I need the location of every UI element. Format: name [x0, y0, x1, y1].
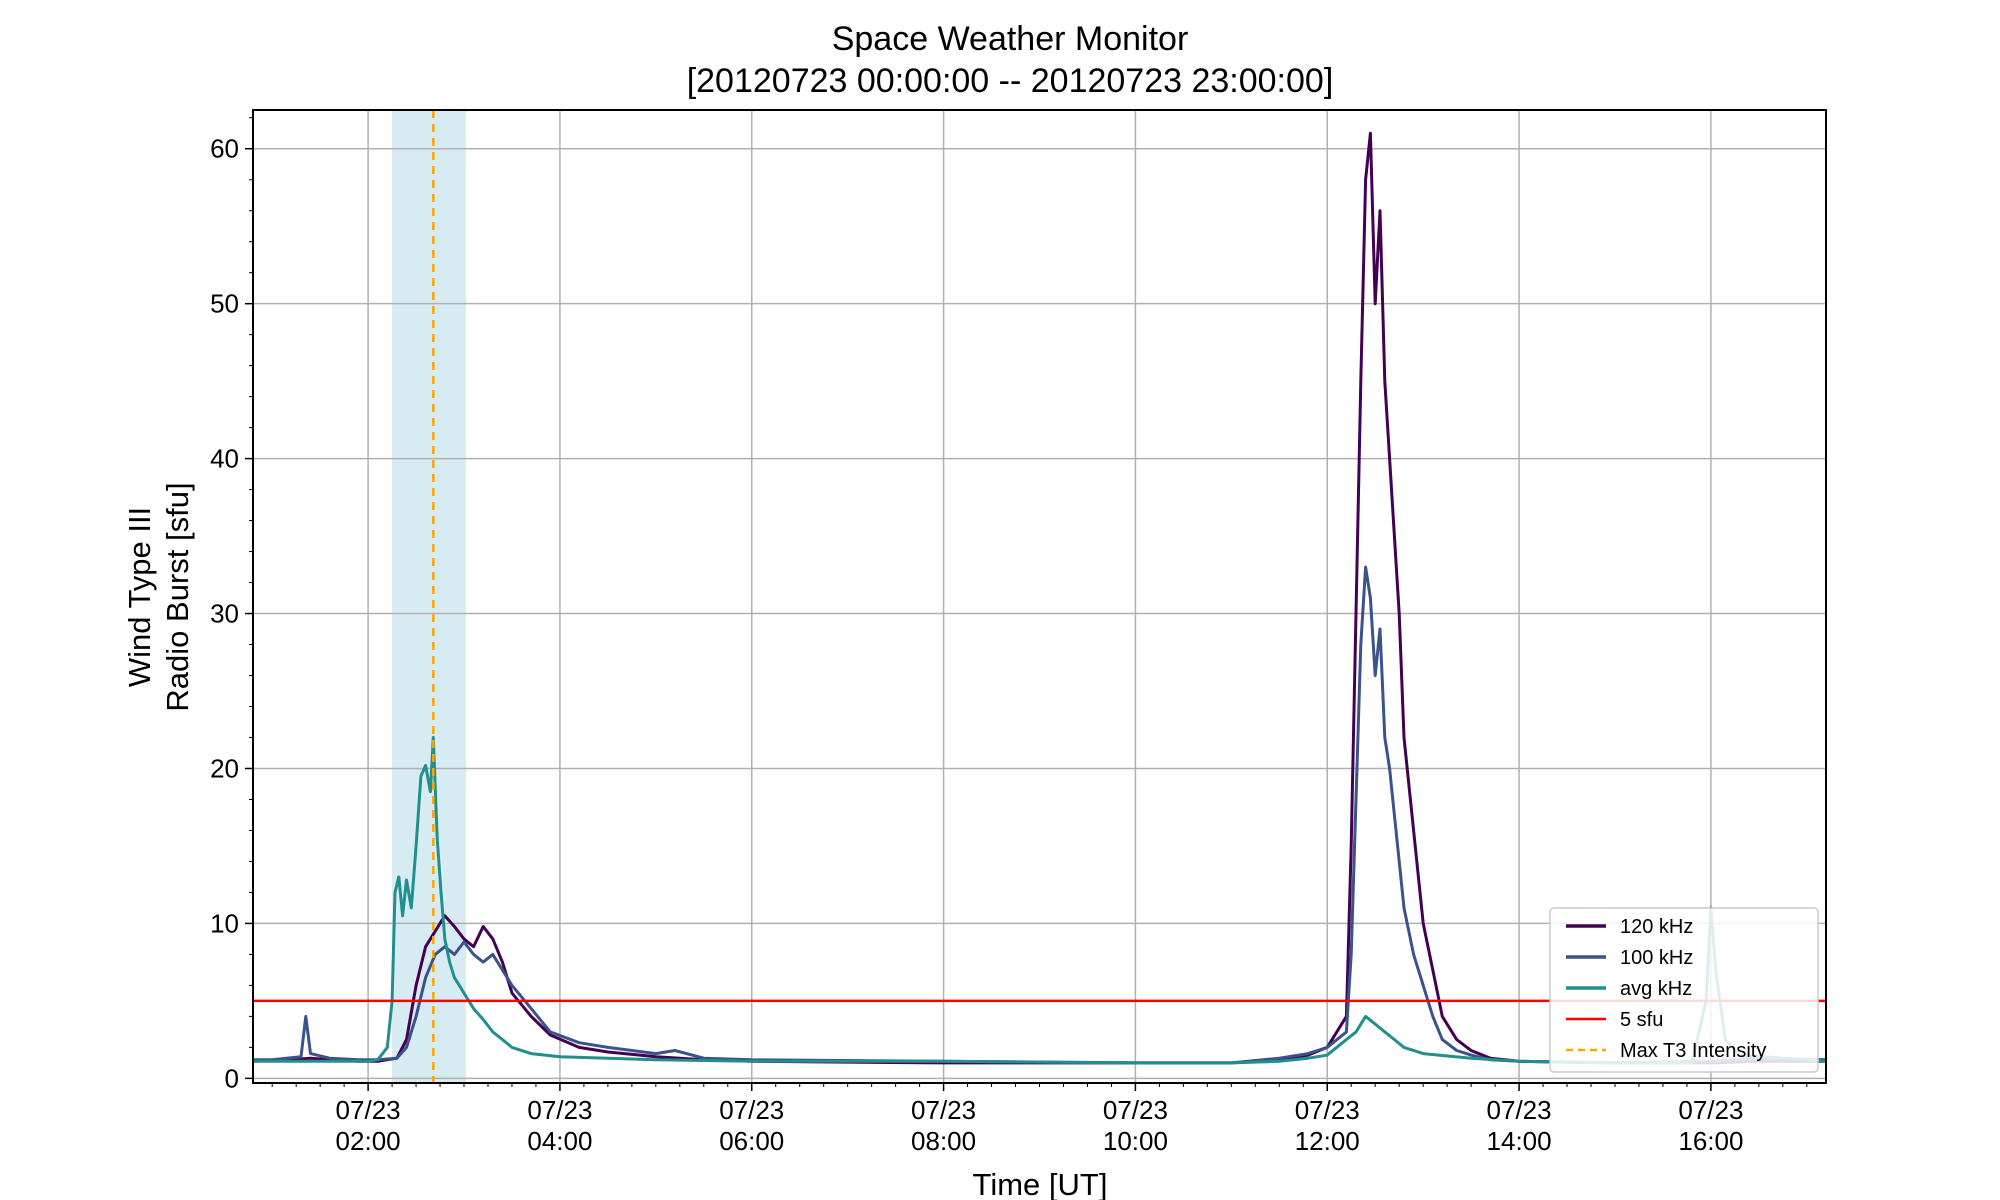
x-tick-time-label: 16:00 [1678, 1126, 1743, 1156]
chart-subtitle: [20120723 00:00:00 -- 20120723 23:00:00] [687, 62, 1334, 100]
x-tick-date-label: 07/23 [719, 1095, 784, 1125]
x-tick-time-label: 08:00 [911, 1126, 976, 1156]
y-tick-label: 20 [210, 753, 239, 783]
x-tick-date-label: 07/23 [1678, 1095, 1743, 1125]
y-tick-label: 0 [225, 1063, 239, 1093]
legend-label-100khz: 100 kHz [1620, 947, 1693, 969]
x-tick-date-label: 07/23 [911, 1095, 976, 1125]
y-axis-label-line1: Wind Type III [122, 507, 157, 687]
legend: 120 kHz 100 kHz avg kHz 5 sfu Max T3 Int… [1549, 907, 1819, 1073]
x-tick-time-label: 10:00 [1103, 1126, 1168, 1156]
y-tick-label: 50 [210, 289, 239, 319]
x-tick-time-label: 06:00 [719, 1126, 784, 1156]
shaded-region [392, 110, 466, 1083]
plot-frame [252, 109, 1827, 1084]
legend-label-max: Max T3 Intensity [1620, 1040, 1766, 1062]
x-tick-date-label: 07/23 [336, 1095, 401, 1125]
x-tick-time-label: 14:00 [1487, 1126, 1552, 1156]
legend-box [1549, 907, 1819, 1073]
x-axis-label: Time [UT] [973, 1167, 1108, 1200]
series-line-3 [253, 736, 1827, 1065]
y-tick-label: 60 [210, 134, 239, 164]
legend-label-avg: avg kHz [1620, 978, 1692, 1000]
x-tick-time-label: 04:00 [527, 1126, 592, 1156]
y-tick-label: 40 [210, 444, 239, 474]
x-tick-time-label: 02:00 [336, 1126, 401, 1156]
legend-label-threshold: 5 sfu [1620, 1009, 1663, 1031]
x-tick-date-label: 07/23 [1295, 1095, 1360, 1125]
chart-title: Space Weather Monitor [832, 20, 1189, 58]
legend-label-120khz: 120 kHz [1620, 916, 1693, 938]
y-axis-label-line2: Radio Burst [sfu] [160, 482, 195, 711]
x-tick-date-label: 07/23 [1487, 1095, 1552, 1125]
x-tick-time-label: 12:00 [1295, 1126, 1360, 1156]
x-tick-date-label: 07/23 [1103, 1095, 1168, 1125]
y-tick-label: 10 [210, 908, 239, 938]
x-tick-date-label: 07/23 [527, 1095, 592, 1125]
y-tick-label: 30 [210, 599, 239, 629]
